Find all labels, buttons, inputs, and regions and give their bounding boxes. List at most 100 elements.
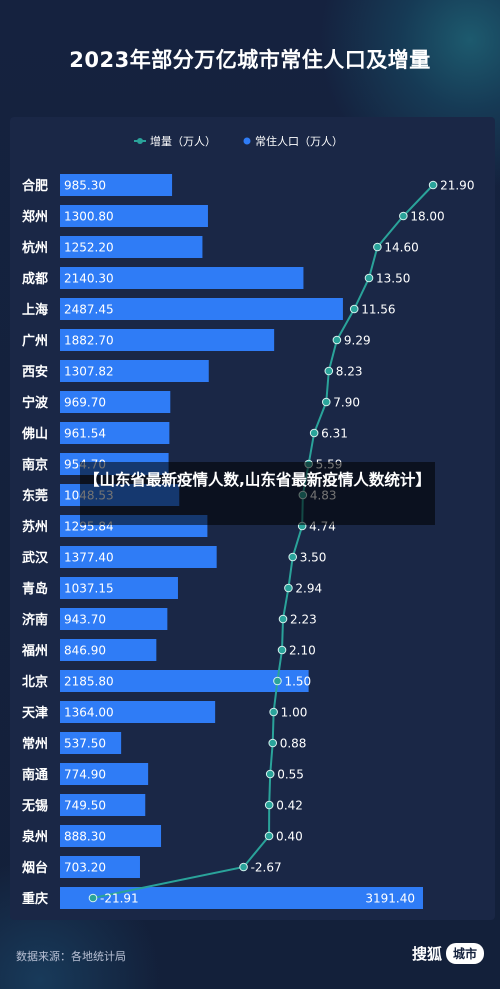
population-bar xyxy=(60,732,122,754)
population-value-label: 1037.15 xyxy=(64,582,114,596)
category-label: 东莞 xyxy=(22,488,48,504)
population-bar xyxy=(60,298,343,320)
population-value-label: 985.30 xyxy=(64,179,106,193)
increase-value-label: 21.90 xyxy=(440,179,474,193)
population-value-label: 846.90 xyxy=(64,644,106,658)
increase-point xyxy=(349,304,359,314)
increase-value-label: 0.55 xyxy=(277,768,304,782)
category-label: 福州 xyxy=(21,643,48,659)
increase-point xyxy=(324,366,334,376)
category-label: 重庆 xyxy=(22,891,48,907)
population-bar xyxy=(60,422,170,444)
category-label: 无锡 xyxy=(21,798,48,814)
population-bar xyxy=(60,887,423,909)
increase-value-label: 0.40 xyxy=(276,830,303,844)
increase-point xyxy=(284,583,293,593)
population-value-label: 1252.20 xyxy=(64,241,114,255)
population-value-label: 1377.40 xyxy=(64,551,114,565)
category-label: 泉州 xyxy=(22,829,48,845)
population-value-label: 969.70 xyxy=(64,396,106,410)
population-value-label: 3191.40 xyxy=(365,892,415,906)
increase-value-label: -21.91 xyxy=(100,892,139,906)
brand-logo: 搜狐 城市 xyxy=(412,943,484,964)
category-label: 苏州 xyxy=(22,519,48,535)
population-value-label: 703.20 xyxy=(64,861,106,875)
category-label: 宁波 xyxy=(22,395,49,411)
increase-point xyxy=(288,552,298,562)
category-label: 广州 xyxy=(22,333,48,349)
increase-value-label: 2.23 xyxy=(290,613,317,627)
population-value-label: 537.50 xyxy=(64,737,106,751)
legend-label-population: 常住人口（万人） xyxy=(255,134,343,148)
data-source: 数据来源：各地统计局 xyxy=(16,950,126,963)
population-bar xyxy=(60,329,275,351)
category-label: 济南 xyxy=(22,612,48,628)
legend-bar-marker xyxy=(243,137,251,145)
brand-name: 搜狐 xyxy=(411,945,442,963)
category-label: 北京 xyxy=(22,674,48,690)
population-bar xyxy=(60,763,149,785)
increase-value-label: 13.50 xyxy=(376,272,410,286)
population-value-label: 2140.30 xyxy=(64,272,114,286)
increase-point xyxy=(277,645,287,655)
increase-value-label: 18.00 xyxy=(410,210,444,224)
population-value-label: 2487.45 xyxy=(64,303,114,317)
population-bar xyxy=(60,236,203,258)
category-label: 杭州 xyxy=(22,240,48,256)
chart-title: 2023年部分万亿城市常住人口及增量 xyxy=(69,48,431,72)
increase-value-label: -2.67 xyxy=(251,861,282,875)
legend-label-increase: 增量（万人） xyxy=(150,134,216,148)
increase-point xyxy=(264,831,274,841)
category-label: 青岛 xyxy=(22,581,48,597)
population-value-label: 1300.80 xyxy=(64,210,114,224)
category-label: 南京 xyxy=(22,457,48,473)
increase-point xyxy=(364,273,374,283)
increase-point xyxy=(321,397,331,407)
legend-line-marker xyxy=(137,138,143,144)
category-label: 西安 xyxy=(22,364,48,380)
increase-point xyxy=(332,335,342,345)
caption-overlay xyxy=(80,462,435,525)
category-label: 成都 xyxy=(22,271,48,287)
population-bar xyxy=(60,794,146,816)
population-value-label: 1364.00 xyxy=(64,706,114,720)
population-bar xyxy=(60,608,168,630)
population-bar xyxy=(60,639,157,661)
brand-badge: 城市 xyxy=(445,943,484,964)
increase-point xyxy=(399,211,408,221)
increase-value-label: 7.90 xyxy=(333,396,360,410)
population-bar xyxy=(60,670,309,692)
increase-line xyxy=(92,184,434,899)
increase-point xyxy=(273,676,282,686)
category-label: 南通 xyxy=(22,767,48,783)
category-label: 武汉 xyxy=(22,550,49,566)
population-bar xyxy=(60,701,216,723)
population-value-label: 774.90 xyxy=(64,768,106,782)
population-value-label: 943.70 xyxy=(64,613,106,627)
category-label: 郑州 xyxy=(22,209,48,225)
population-bar xyxy=(60,205,208,227)
category-label: 天津 xyxy=(22,705,48,721)
category-label: 上海 xyxy=(22,302,48,318)
population-bar xyxy=(60,856,140,878)
increase-point xyxy=(268,738,278,748)
increase-value-label: 1.50 xyxy=(284,675,311,689)
category-label: 佛山 xyxy=(21,426,48,442)
population-bar xyxy=(60,546,217,568)
population-bar xyxy=(60,825,162,847)
increase-point xyxy=(373,242,382,252)
increase-value-label: 11.56 xyxy=(361,303,395,317)
category-label: 合肥 xyxy=(22,178,48,194)
population-value-label: 1307.82 xyxy=(64,365,114,379)
population-value-label: 961.54 xyxy=(64,427,106,441)
increase-point xyxy=(269,707,278,717)
increase-value-label: 2.94 xyxy=(295,582,322,596)
increase-point xyxy=(239,862,248,872)
increase-point xyxy=(278,614,288,624)
population-value-label: 1882.70 xyxy=(64,334,114,348)
increase-value-label: 6.31 xyxy=(321,427,348,441)
increase-value-label: 9.29 xyxy=(344,334,371,348)
category-label: 烟台 xyxy=(22,860,48,876)
population-bar xyxy=(60,267,304,289)
